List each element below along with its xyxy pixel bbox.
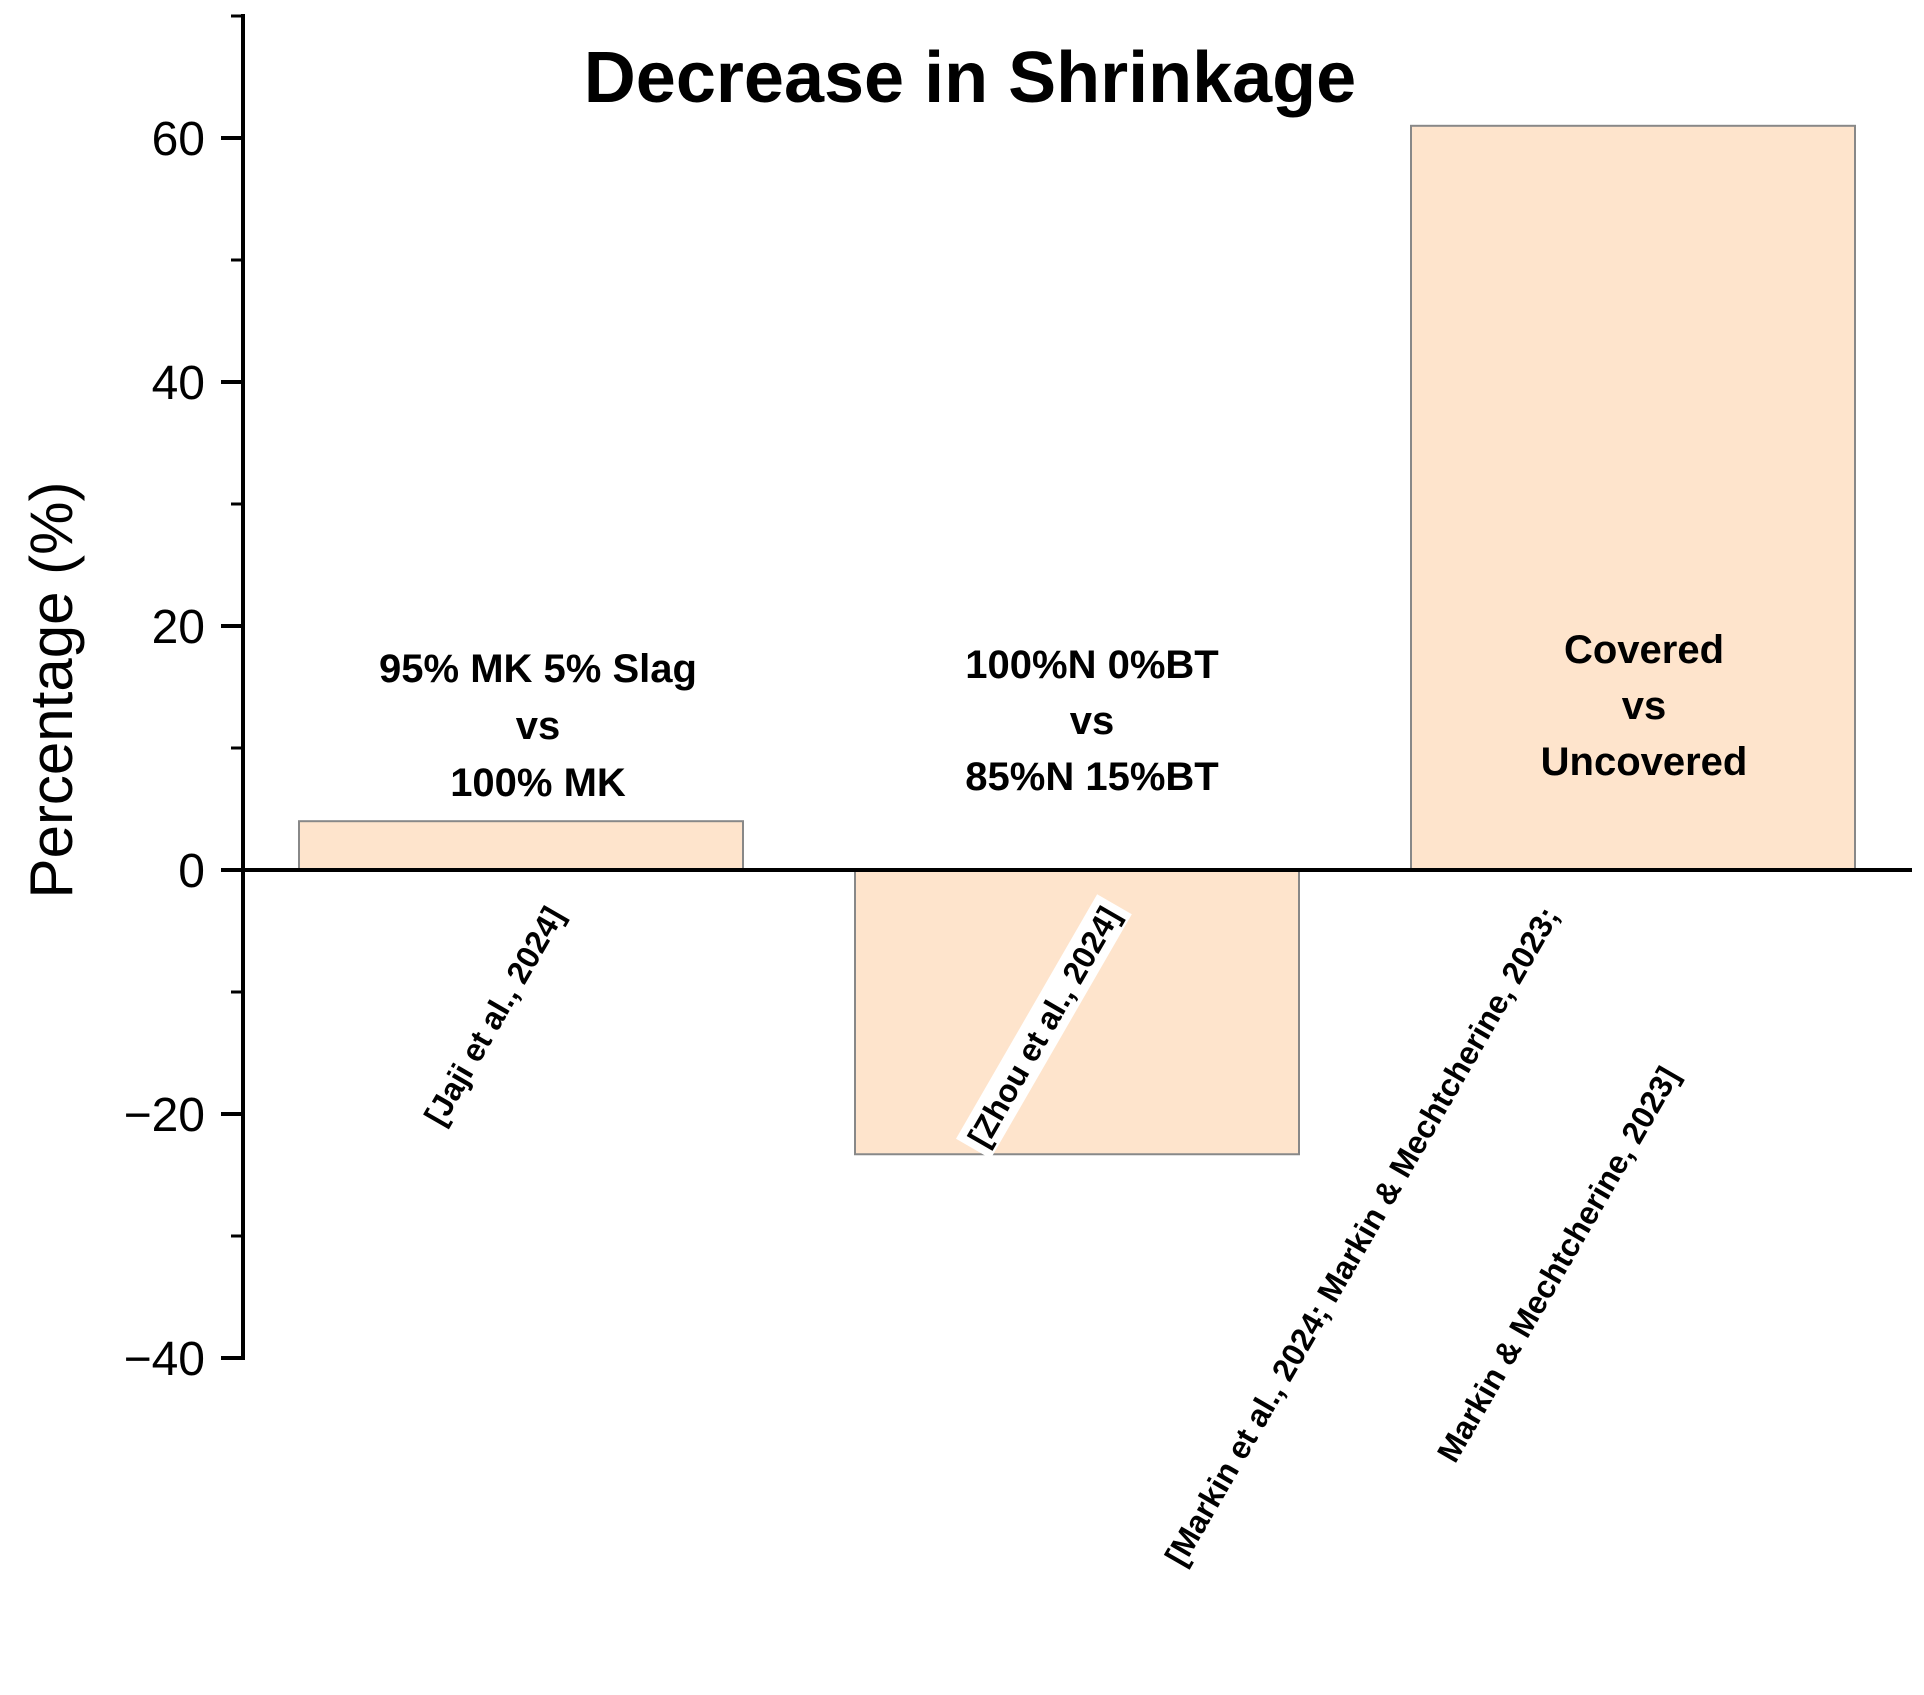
- bar-annotation-line: 100% MK: [450, 761, 626, 805]
- bar-annotation-line: Uncovered: [1541, 740, 1748, 784]
- bar-annotation-line: 95% MK 5% Slag: [379, 647, 697, 691]
- bar-1: [298, 820, 744, 872]
- y-axis-label: Percentage (%): [18, 482, 85, 899]
- y-tick-label: 60: [152, 113, 205, 166]
- bar-annotation-line: 100%N 0%BT: [965, 643, 1218, 687]
- chart-title: Decrease in Shrinkage: [584, 38, 1356, 118]
- y-tick-label: −40: [124, 1333, 205, 1386]
- bar-annotation-line: vs: [1070, 699, 1115, 743]
- annotations-group: 95% MK 5% Slag vs 100% MK 100%N 0%BT vs 85%N …: [379, 628, 1747, 805]
- bar-2: [854, 869, 1300, 1156]
- bars-group: [298, 124, 1856, 1156]
- y-tick-label: 40: [152, 357, 205, 410]
- bar-3: [1410, 124, 1856, 872]
- y-tick-label: −20: [124, 1089, 205, 1142]
- bar-annotation-line: 85%N 15%BT: [965, 755, 1218, 799]
- x-category-label: [Jaji et al., 2024]: [417, 901, 571, 1132]
- y-tick-label: 20: [152, 601, 205, 654]
- axes-group: −40 −20 0 20 40 60: [124, 14, 1912, 1386]
- bar-annotation-line: vs: [516, 704, 561, 748]
- bar-annotation-line: vs: [1622, 684, 1667, 728]
- bar-annotation-line: Covered: [1564, 628, 1724, 672]
- y-tick-label: 0: [178, 845, 205, 898]
- x-label-background: [956, 894, 1132, 1159]
- x-category-label: Markin & Mechtcherine, 2023]: [1430, 1061, 1686, 1469]
- x-tick-labels-group: [Jaji et al., 2024] [Zhou et al., 2024] [M…: [417, 894, 1686, 1572]
